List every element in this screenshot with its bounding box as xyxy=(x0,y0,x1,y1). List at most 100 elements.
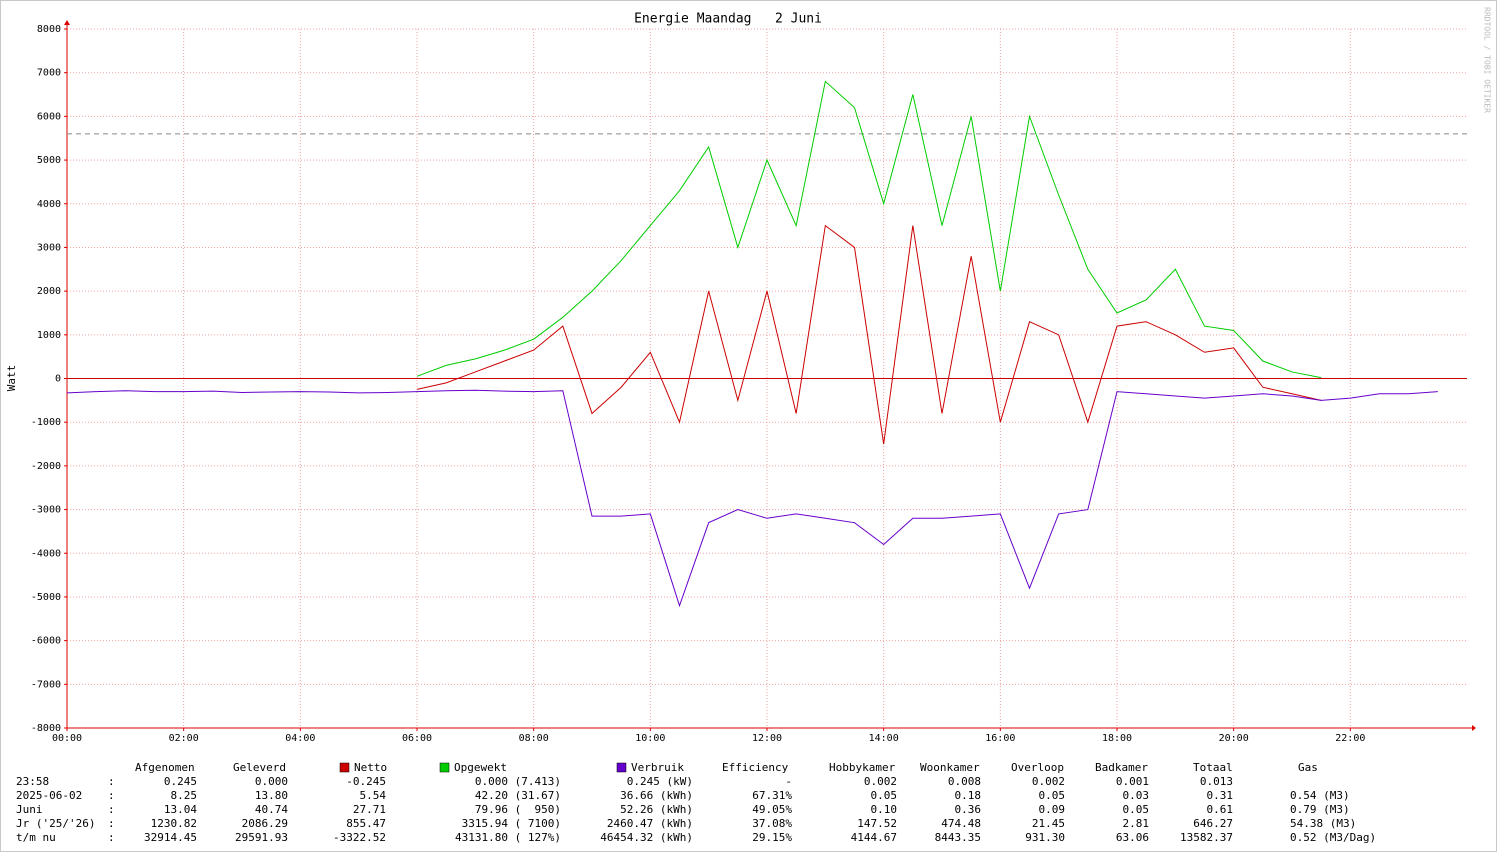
table-cell: 29591.93 xyxy=(235,831,288,844)
table-cell: - xyxy=(785,775,792,788)
separator: : xyxy=(108,803,115,816)
table-cell: 67.31% xyxy=(752,789,792,802)
table-cell: 0.002 xyxy=(1032,775,1065,788)
watermark: RRDTOOL / TOBI OETIKER xyxy=(1483,7,1492,113)
table-cell: 0.09 xyxy=(1039,803,1066,816)
chart-title: Energie Maandag 2 Juni xyxy=(634,12,822,27)
y-tick-label: -6000 xyxy=(31,636,61,647)
y-tick-label: -4000 xyxy=(31,548,61,559)
row-label: t/m nu xyxy=(16,831,56,844)
table-header: Geleverd xyxy=(233,761,286,774)
table-header: Overloop xyxy=(1011,761,1064,774)
legend-swatch xyxy=(616,762,627,773)
axis-arrow xyxy=(1472,725,1476,731)
table-cell: 0.31 xyxy=(1207,789,1234,802)
table-cell: 54.38 (M3) xyxy=(1290,817,1356,830)
y-tick-label: 6000 xyxy=(37,111,61,122)
separator: : xyxy=(108,775,115,788)
x-tick-label: 12:00 xyxy=(752,733,782,744)
table-cell: 931.30 xyxy=(1025,831,1065,844)
x-tick-label: 04:00 xyxy=(285,733,315,744)
axis-arrow xyxy=(64,20,70,25)
y-tick-label: -3000 xyxy=(31,505,61,516)
table-header: Afgenomen xyxy=(135,761,195,774)
table-header: Opgewekt xyxy=(454,761,507,774)
row-label: 23:58 xyxy=(16,775,49,788)
legend-swatch xyxy=(339,762,350,773)
table-cell: 5.54 xyxy=(360,789,387,802)
x-tick-label: 14:00 xyxy=(869,733,899,744)
legend-swatch xyxy=(439,762,450,773)
table-cell: 46454.32 (kWh) xyxy=(600,831,693,844)
separator: : xyxy=(108,831,115,844)
table-cell: 0.245 (kW) xyxy=(627,775,693,788)
y-tick-label: -5000 xyxy=(31,592,61,603)
row-label: 2025-06-02 xyxy=(16,789,82,802)
table-cell: 42.20 (31.67) xyxy=(475,789,561,802)
table-cell: 0.54 (M3) xyxy=(1290,789,1350,802)
table-cell: 0.10 xyxy=(871,803,898,816)
y-tick-label: 4000 xyxy=(37,199,61,210)
table-cell: 13.04 xyxy=(164,803,197,816)
table-header: Badkamer xyxy=(1095,761,1148,774)
table-cell: 8443.35 xyxy=(935,831,981,844)
table-header: Netto xyxy=(354,761,387,774)
table-cell: 2.81 xyxy=(1123,817,1150,830)
table-header: Verbruik xyxy=(631,761,684,774)
row-label: Jr ('25/'26) xyxy=(16,817,95,830)
table-cell: 147.52 xyxy=(857,817,897,830)
y-tick-label: 8000 xyxy=(37,24,61,35)
table-cell: 2460.47 (kWh) xyxy=(607,817,693,830)
y-axis-label: Watt xyxy=(5,365,18,392)
table-cell: 13.80 xyxy=(255,789,288,802)
y-tick-label: 7000 xyxy=(37,68,61,79)
y-tick-label: -2000 xyxy=(31,461,61,472)
table-cell: 63.06 xyxy=(1116,831,1149,844)
table-cell: 0.013 xyxy=(1200,775,1233,788)
table-cell: 40.74 xyxy=(255,803,288,816)
table-header: Woonkamer xyxy=(920,761,980,774)
x-tick-label: 08:00 xyxy=(519,733,549,744)
table-cell: 0.03 xyxy=(1123,789,1150,802)
table-cell: 8.25 xyxy=(171,789,198,802)
table-cell: -0.245 xyxy=(346,775,386,788)
table-cell: 0.18 xyxy=(955,789,982,802)
table-cell: 0.05 xyxy=(1039,789,1066,802)
table-cell: 646.27 xyxy=(1193,817,1233,830)
x-tick-label: 22:00 xyxy=(1335,733,1365,744)
table-cell: 29.15% xyxy=(752,831,792,844)
table-cell: 21.45 xyxy=(1032,817,1065,830)
table-cell: 0.61 xyxy=(1207,803,1234,816)
table-cell: 2086.29 xyxy=(242,817,288,830)
table-cell: 474.48 xyxy=(941,817,981,830)
x-tick-label: 20:00 xyxy=(1219,733,1249,744)
table-cell: 0.001 xyxy=(1116,775,1149,788)
table-cell: 4144.67 xyxy=(851,831,897,844)
y-tick-label: 5000 xyxy=(37,155,61,166)
table-cell: 37.08% xyxy=(752,817,792,830)
table-header: Totaal xyxy=(1193,761,1233,774)
table-cell: 1230.82 xyxy=(151,817,197,830)
table-cell: 0.52 (M3/Dag) xyxy=(1290,831,1376,844)
table-cell: 0.000 (7.413) xyxy=(475,775,561,788)
table-cell: 79.96 ( 950) xyxy=(475,803,561,816)
table-cell: 0.36 xyxy=(955,803,982,816)
x-tick-label: 00:00 xyxy=(52,733,82,744)
table-header: Efficiency xyxy=(722,761,789,774)
series-line xyxy=(66,389,1438,608)
table-cell: 855.47 xyxy=(346,817,386,830)
table-cell: 27.71 xyxy=(353,803,386,816)
table-cell: 0.245 xyxy=(164,775,197,788)
y-tick-label: 1000 xyxy=(37,330,61,341)
y-tick-label: -8000 xyxy=(31,723,61,734)
y-tick-label: 2000 xyxy=(37,286,61,297)
y-tick-label: 3000 xyxy=(37,242,61,253)
table-cell: 0.008 xyxy=(948,775,981,788)
table-cell: 0.000 xyxy=(255,775,288,788)
table-cell: 3315.94 ( 7100) xyxy=(462,817,561,830)
table-header: Gas xyxy=(1298,761,1318,774)
table-cell: 52.26 (kWh) xyxy=(620,803,693,816)
table-cell: 36.66 (kWh) xyxy=(620,789,693,802)
